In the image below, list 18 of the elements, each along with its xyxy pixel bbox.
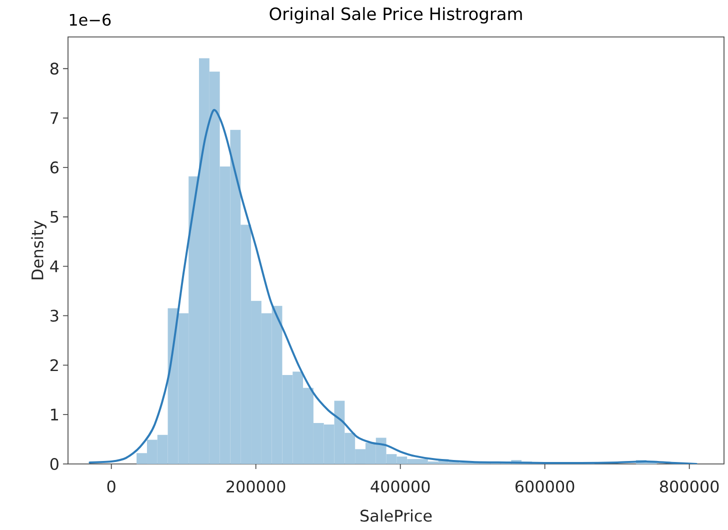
y-tick-label: 8 bbox=[50, 62, 58, 75]
x-tick-label: 600000 bbox=[516, 480, 574, 493]
x-tick-label: 400000 bbox=[370, 480, 430, 493]
x-axis-title: SalePrice bbox=[360, 509, 432, 522]
y-tick-label: 2 bbox=[50, 359, 58, 372]
chart-title: Original Sale Price Histrogram bbox=[270, 7, 522, 24]
x-tick-label: 0 bbox=[107, 480, 116, 493]
y-tick-label: 1 bbox=[51, 408, 58, 420]
x-tick-label: 800000 bbox=[660, 480, 719, 493]
x-tick-label: 200000 bbox=[226, 480, 286, 493]
y-tick-label: 4 bbox=[50, 260, 59, 272]
y-tick-label: 0 bbox=[50, 458, 58, 470]
y-tick-label: 7 bbox=[50, 112, 58, 124]
y-tick-label: 3 bbox=[50, 310, 58, 322]
y-axis-title: Density bbox=[31, 220, 47, 280]
y-tick-label: 6 bbox=[50, 161, 58, 174]
text: 1e−6 bbox=[70, 14, 111, 26]
y-tick-label: 5 bbox=[50, 210, 58, 223]
